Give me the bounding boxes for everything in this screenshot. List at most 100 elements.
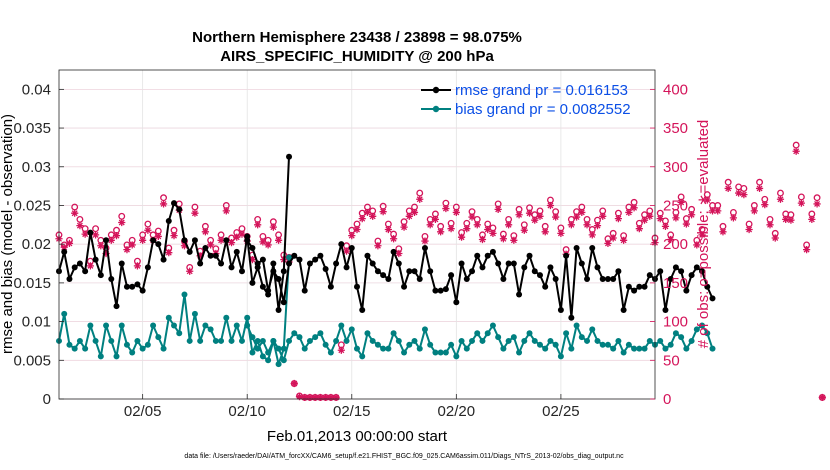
bias-point bbox=[526, 330, 533, 337]
obs-evaluated-marker bbox=[144, 226, 152, 234]
bias-point bbox=[699, 322, 706, 329]
bias-point bbox=[280, 357, 287, 364]
obs-evaluated-marker bbox=[776, 195, 785, 203]
legend-bias-marker bbox=[432, 105, 440, 113]
rmse-point bbox=[150, 237, 157, 244]
rmse-point bbox=[144, 264, 151, 271]
bias-point bbox=[92, 337, 99, 344]
bias-point bbox=[181, 291, 188, 298]
y-tick-label-left: 0.015 bbox=[13, 275, 51, 292]
rmse-point bbox=[584, 276, 591, 283]
bias-point bbox=[160, 345, 167, 352]
rmse-point bbox=[134, 281, 141, 288]
obs-evaluated-marker bbox=[719, 228, 727, 236]
y-tick-label-right: 300 bbox=[663, 159, 688, 176]
rmse-point bbox=[484, 252, 491, 259]
bias-point bbox=[254, 337, 261, 344]
rmse-point bbox=[186, 248, 193, 255]
bias-point bbox=[380, 345, 387, 352]
bias-point bbox=[76, 337, 83, 344]
y-tick-label-right: 0 bbox=[663, 391, 671, 408]
obs-count-layer bbox=[55, 141, 826, 402]
rmse-point bbox=[165, 217, 172, 224]
bias-point bbox=[338, 322, 345, 329]
obs-evaluated-marker bbox=[191, 209, 199, 217]
rmse-point bbox=[244, 237, 251, 244]
obs-evaluated-marker bbox=[792, 147, 800, 155]
rmse-point bbox=[228, 264, 235, 271]
obs-evaluated-marker bbox=[541, 228, 549, 236]
rmse-point bbox=[557, 306, 564, 313]
rmse-point bbox=[688, 272, 695, 279]
rmse-point bbox=[254, 260, 261, 267]
obs-evaluated-marker bbox=[426, 221, 434, 229]
bias-point bbox=[421, 326, 428, 333]
legend: rmse grand pr = 0.016153 bias grand pr =… bbox=[421, 82, 631, 118]
obs-evaluated-marker bbox=[133, 262, 142, 270]
obs-evaluated-marker bbox=[698, 231, 706, 239]
obs-evaluated-marker bbox=[583, 221, 591, 229]
bias-point bbox=[207, 326, 214, 333]
bias-series bbox=[56, 254, 716, 368]
x-tick-label: 02/15 bbox=[333, 403, 371, 420]
y-tick-label-right: 400 bbox=[663, 81, 688, 98]
obs-evaluated-marker bbox=[468, 213, 476, 221]
rmse-point bbox=[667, 276, 674, 283]
rmse-point bbox=[547, 264, 554, 271]
bias-point bbox=[259, 337, 266, 344]
bias-point bbox=[683, 345, 690, 352]
bias-point bbox=[458, 337, 465, 344]
rmse-point bbox=[453, 299, 460, 306]
rmse-point bbox=[421, 245, 428, 252]
obs-evaluated-marker bbox=[525, 209, 534, 217]
rmse-point bbox=[563, 252, 570, 259]
rmse-point bbox=[615, 268, 622, 275]
obs-evaluated-marker bbox=[478, 235, 487, 244]
bias-point bbox=[427, 341, 434, 348]
obs-evaluated-marker bbox=[687, 211, 696, 219]
bias-point bbox=[254, 345, 261, 352]
rmse-point bbox=[521, 264, 528, 271]
bias-point bbox=[531, 337, 538, 344]
obs-evaluated-marker bbox=[379, 208, 387, 216]
rmse-point bbox=[411, 268, 418, 275]
obs-evaluated-marker bbox=[578, 208, 586, 217]
bias-point bbox=[709, 345, 716, 352]
legend-bias-label: bias grand pr = 0.0082552 bbox=[455, 101, 631, 118]
rmse-point bbox=[458, 260, 465, 267]
rmse-point bbox=[390, 248, 397, 255]
obs-evaluated-marker bbox=[682, 220, 690, 228]
rmse-point bbox=[343, 264, 350, 271]
obs-evaluated-marker bbox=[91, 231, 100, 239]
rmse-point bbox=[463, 276, 470, 283]
obs-evaluated-marker bbox=[599, 212, 607, 220]
bias-point bbox=[625, 341, 632, 348]
rmse-point bbox=[693, 264, 700, 271]
obs-evaluated-marker bbox=[311, 393, 319, 402]
obs-evaluated-marker bbox=[186, 267, 194, 275]
obs-evaluated-marker bbox=[248, 256, 257, 264]
obs-evaluated-marker bbox=[332, 393, 340, 402]
rmse-point bbox=[249, 279, 256, 286]
obs-evaluated-marker bbox=[755, 184, 764, 193]
bias-point bbox=[505, 337, 512, 344]
rmse-point bbox=[469, 268, 476, 275]
bias-point bbox=[432, 349, 439, 356]
bias-point bbox=[448, 341, 455, 348]
bias-point bbox=[354, 345, 360, 352]
y-tick-label-left: 0.01 bbox=[22, 314, 51, 331]
obs-evaluated-marker bbox=[703, 196, 711, 204]
bias-point bbox=[275, 345, 282, 352]
obs-evaluated-marker bbox=[499, 235, 507, 243]
rmse-point bbox=[265, 287, 272, 294]
bias-point bbox=[97, 353, 104, 360]
rmse-point bbox=[359, 306, 366, 313]
bias-point bbox=[165, 314, 172, 321]
obs-evaluated-marker bbox=[431, 215, 440, 224]
obs-evaluated-marker bbox=[536, 212, 544, 220]
obs-evaluated-marker bbox=[86, 262, 94, 270]
rmse-point bbox=[662, 306, 669, 313]
rmse-point bbox=[348, 245, 355, 252]
obs-evaluated-marker bbox=[264, 241, 272, 249]
bias-point bbox=[359, 353, 366, 360]
